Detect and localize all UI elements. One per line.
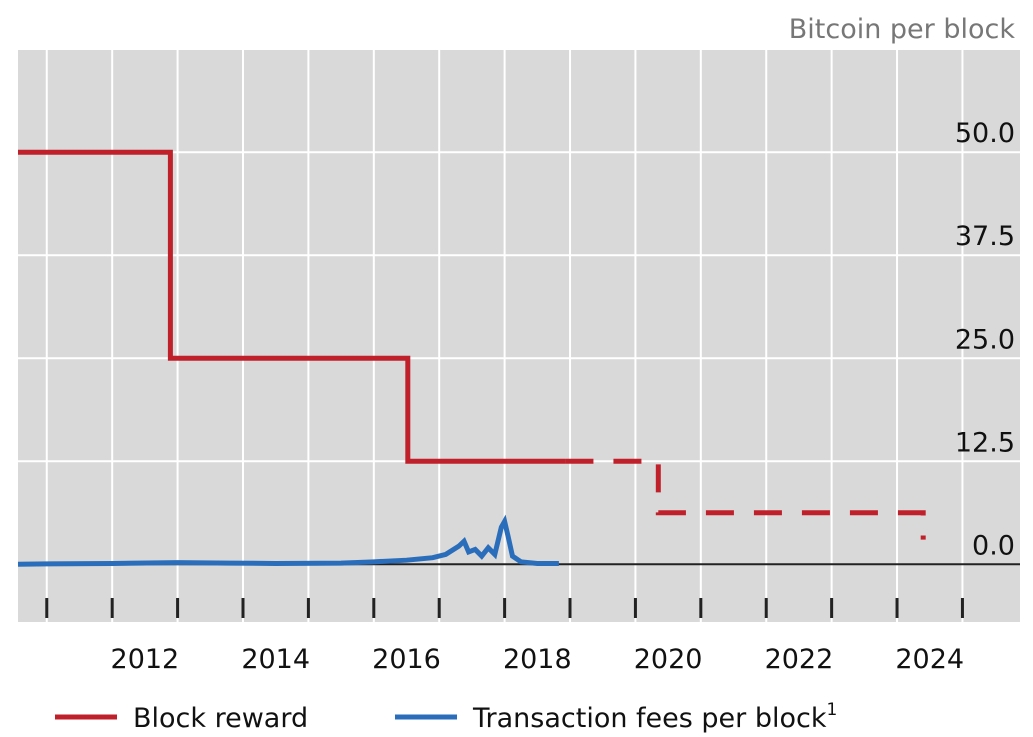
x-tick-label: 2016	[372, 644, 441, 675]
legend-name: Transaction fees per block	[472, 703, 827, 734]
series-line	[17, 514, 559, 567]
y-tick-label: 12.5	[955, 427, 1015, 458]
x-tick-label: 2012	[111, 644, 180, 675]
y-tick-label: 50.0	[955, 118, 1015, 149]
y-tick-label: 37.5	[955, 221, 1015, 252]
legend-name: Block reward	[133, 703, 308, 734]
plot-background	[18, 50, 1020, 622]
x-tick-label: 2018	[503, 644, 572, 675]
legend-label: Transaction fees per block1	[472, 700, 837, 734]
x-tick-label: 2020	[634, 644, 703, 675]
y-tick-label: 0.0	[972, 530, 1015, 561]
series-line	[18, 149, 566, 464]
legend-note: 1	[827, 700, 838, 720]
y-tick-label: 25.0	[955, 324, 1015, 355]
y-axis-label: Bitcoin per block	[789, 14, 1016, 45]
x-tick-label: 2014	[241, 644, 310, 675]
x-tick-label: 2024	[895, 644, 964, 675]
series-line-projected	[565, 458, 926, 540]
legend-label: Block reward	[133, 703, 308, 734]
x-tick-label: 2022	[765, 644, 834, 675]
